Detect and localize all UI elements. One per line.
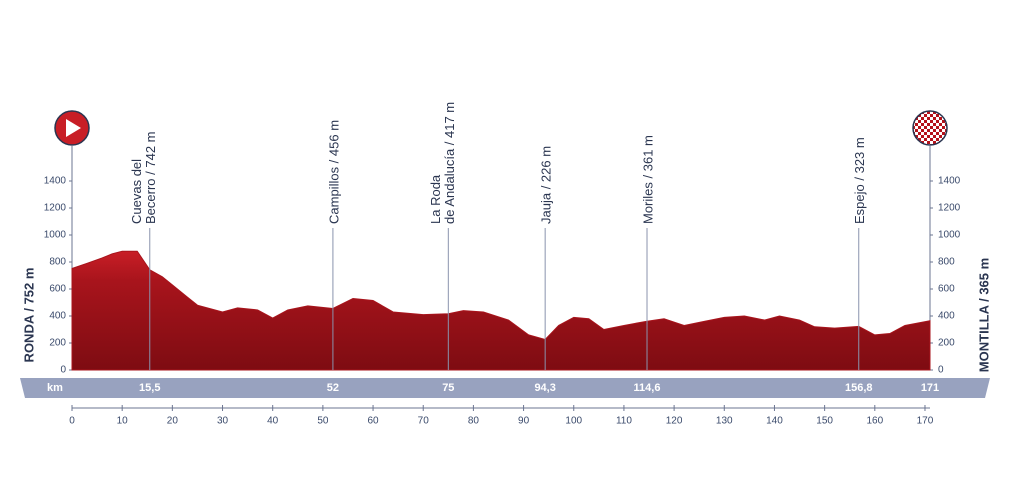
x-tick-label: 40 <box>267 416 279 427</box>
start-arrow <box>66 119 81 137</box>
y2-tick-label: 0 <box>938 365 944 376</box>
km-band-label: 15,5 <box>139 382 160 394</box>
x-tick-label: 170 <box>917 416 934 427</box>
km-label: km <box>47 382 63 394</box>
start-label: RONDA / 752 m <box>21 268 36 363</box>
x-tick-label: 50 <box>317 416 329 427</box>
y2-tick-label: 400 <box>938 311 955 322</box>
km-band <box>20 378 990 398</box>
x-tick-label: 10 <box>117 416 129 427</box>
x-tick-label: 140 <box>766 416 783 427</box>
x-tick-label: 160 <box>866 416 883 427</box>
x-tick-label: 130 <box>716 416 733 427</box>
km-band-label: 75 <box>442 382 454 394</box>
y-tick-label: 0 <box>60 365 66 376</box>
x-tick-label: 110 <box>616 416 632 427</box>
x-tick-label: 100 <box>565 416 582 427</box>
x-tick-label: 0 <box>69 416 75 427</box>
km-band-label: 171 <box>921 382 939 394</box>
y-tick-label: 1400 <box>44 176 67 187</box>
km-band-label: 114,6 <box>634 382 661 394</box>
waypoint-label: Moriles / 361 m <box>640 135 655 224</box>
waypoint-label: de Andalucía / 417 m <box>442 102 457 224</box>
y-tick-label: 1200 <box>44 203 67 214</box>
km-band-label: 94,3 <box>534 382 555 394</box>
waypoint-label: Jauja / 226 m <box>539 146 554 224</box>
elevation-area <box>71 250 931 371</box>
y-tick-label: 1000 <box>44 230 67 241</box>
waypoint-label: La Roda <box>428 174 443 224</box>
y2-tick-label: 800 <box>938 257 955 268</box>
y2-tick-label: 200 <box>938 338 955 349</box>
x-tick-label: 70 <box>418 416 430 427</box>
waypoint-label: Becerro / 742 m <box>143 132 158 225</box>
y2-tick-label: 1000 <box>938 230 961 241</box>
y2-tick-label: 600 <box>938 284 955 295</box>
x-tick-label: 20 <box>167 416 179 427</box>
finish-icon <box>912 110 948 146</box>
y-tick-label: 600 <box>49 284 66 295</box>
waypoint-label: Cuevas del <box>129 159 144 224</box>
y-tick-label: 200 <box>49 338 66 349</box>
km-band-label: 156,8 <box>845 382 873 394</box>
x-tick-label: 150 <box>816 416 833 427</box>
x-tick-label: 80 <box>468 416 480 427</box>
x-tick-label: 90 <box>518 416 530 427</box>
waypoint-label: Espejo / 323 m <box>852 137 867 224</box>
y-tick-label: 800 <box>49 257 66 268</box>
km-band-label: 52 <box>327 382 339 394</box>
finish-label: MONTILLA / 365 m <box>976 258 991 372</box>
y2-tick-label: 1400 <box>938 176 961 187</box>
x-tick-label: 120 <box>666 416 683 427</box>
y2-tick-label: 1200 <box>938 203 961 214</box>
waypoint-label: Campillos / 456 m <box>326 120 341 224</box>
x-tick-label: 60 <box>367 416 379 427</box>
y-tick-label: 400 <box>49 311 66 322</box>
x-tick-label: 30 <box>217 416 229 427</box>
